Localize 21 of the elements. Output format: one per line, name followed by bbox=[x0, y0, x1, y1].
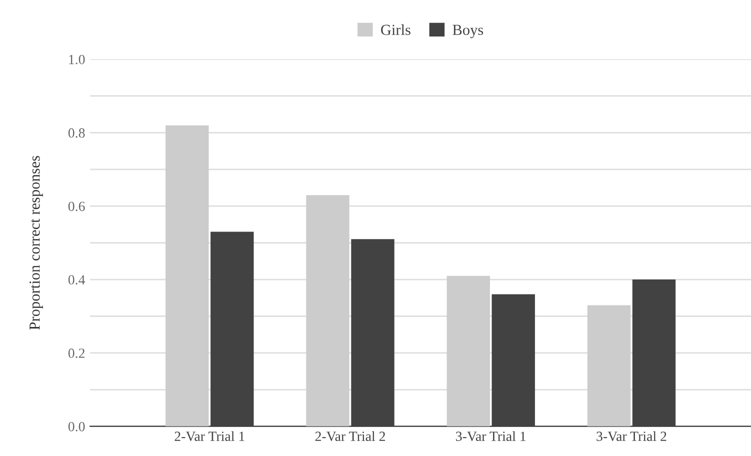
y-tick-label: 0.8 bbox=[68, 128, 85, 138]
y-tick-label: 1.0 bbox=[69, 54, 85, 64]
bar bbox=[166, 125, 209, 426]
x-tick-label: 3-Var Trial 1 bbox=[456, 431, 526, 442]
bar bbox=[306, 195, 350, 426]
legend-label: Girls bbox=[381, 24, 410, 36]
y-tick-label: 0.6 bbox=[68, 202, 85, 212]
y-tick-label: 0.4 bbox=[68, 275, 86, 285]
bar bbox=[210, 232, 254, 426]
bar bbox=[632, 280, 676, 426]
x-tick-label: 2-Var Trial 1 bbox=[174, 431, 244, 442]
bar bbox=[587, 305, 631, 426]
bar bbox=[446, 276, 490, 426]
legend-label: Boys bbox=[452, 24, 484, 38]
y-axis-title: Proportion correct responses bbox=[30, 156, 43, 330]
y-tick-label: 0.2 bbox=[68, 348, 84, 358]
bar bbox=[351, 239, 394, 426]
x-tick-label: 2-Var Trial 2 bbox=[315, 431, 385, 442]
y-tick-label: 0.0 bbox=[68, 422, 85, 432]
x-tick-label: 3-Var Trial 2 bbox=[596, 431, 666, 442]
bar bbox=[492, 294, 535, 426]
